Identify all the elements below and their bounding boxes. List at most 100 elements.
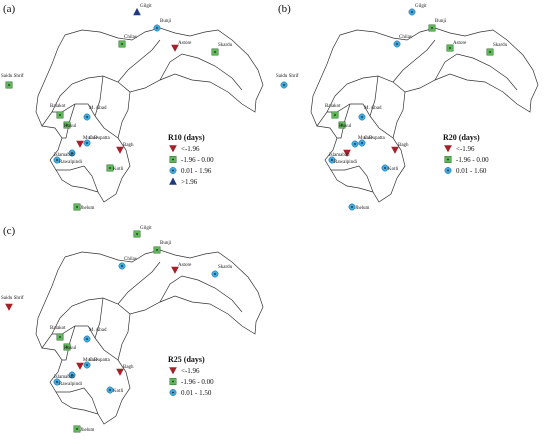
marker-dot	[59, 114, 61, 116]
station-name: Astore	[178, 263, 192, 268]
legend-label: >1.96	[181, 178, 198, 186]
marker-dot	[86, 142, 88, 144]
legend-label: <-1.96	[456, 145, 475, 153]
station-name: Saidu Shrif	[1, 74, 24, 79]
station-name: Gilgit	[140, 4, 152, 9]
up-triangle-marker	[169, 177, 177, 185]
marker-dot	[172, 169, 174, 172]
marker-dot	[66, 124, 68, 126]
legend-label: -1.96 - 0.00	[181, 378, 214, 386]
marker-dot	[384, 167, 386, 169]
marker-dot	[283, 84, 285, 86]
station-name: Skardu	[218, 265, 233, 270]
marker-dot	[8, 84, 10, 86]
station-name: Kotli	[113, 167, 124, 172]
station-name: Skardu	[218, 43, 233, 48]
marker-dot	[156, 249, 158, 251]
station-name: Saidu Shrif	[1, 296, 24, 301]
marker-dot	[109, 167, 111, 169]
marker-dot	[351, 206, 353, 208]
marker-dot	[76, 428, 78, 430]
station-name: M. Abad	[364, 106, 382, 111]
station-name: Islamabad	[54, 375, 75, 380]
marker-dot	[447, 169, 449, 172]
marker-dot	[71, 374, 73, 376]
station-name: Kotli	[388, 167, 399, 172]
station-name: Bagh	[123, 365, 134, 370]
marker-dot	[214, 51, 216, 53]
station-name: Jhelum	[355, 206, 370, 211]
marker-dot	[71, 152, 73, 154]
down-triangle-marker	[171, 266, 179, 274]
station-name: Astore	[453, 41, 467, 46]
marker-dot	[214, 273, 216, 275]
marker-dot	[136, 233, 138, 235]
marker-dot	[396, 43, 398, 45]
station-name: G.Dupatta	[364, 136, 385, 141]
marker-dot	[56, 381, 58, 383]
station-name: M. Abad	[89, 328, 107, 333]
map-panel: (c) Gilgit Bunji Chilas Astore Skardu Saidu Sh…	[1, 225, 264, 433]
legend-label: 0.01 - 1.50	[181, 389, 212, 397]
basin-outline	[35, 249, 264, 425]
marker-dot	[411, 11, 413, 13]
marker-dot	[109, 389, 111, 391]
station-name: Kotli	[113, 389, 124, 394]
marker-dot	[86, 338, 88, 340]
legend-label: -1.96 - 0.00	[456, 156, 489, 164]
legend-label: <-1.96	[181, 145, 200, 153]
panel-label: (c)	[3, 225, 16, 237]
station-name: Rawalpindi	[59, 160, 83, 165]
legend-label: -1.96 - 0.00	[181, 156, 214, 164]
legend-label: <-1.96	[181, 367, 200, 375]
marker-dot	[431, 27, 433, 29]
station-name: Saidu Shrif	[276, 74, 299, 79]
marker-dot	[361, 142, 363, 144]
marker-dot	[56, 159, 58, 161]
basin-outline	[35, 27, 264, 203]
station-name: Skardu	[493, 43, 508, 48]
legend-title: R10 (days)	[168, 133, 205, 142]
basin-outline	[310, 27, 539, 203]
panel-label: (b)	[278, 3, 291, 15]
down-triangle-marker	[169, 367, 177, 375]
station-name: Rawalpindi	[59, 382, 83, 387]
down-triangle-marker	[116, 146, 124, 154]
station-name: Rawalpindi	[334, 160, 358, 165]
station-name: Bagh	[398, 143, 409, 148]
marker-dot	[156, 27, 158, 29]
marker-dot	[86, 364, 88, 366]
marker-dot	[66, 346, 68, 348]
marker-dot	[86, 116, 88, 118]
marker-dot	[489, 51, 491, 53]
marker-dot	[449, 47, 451, 49]
station-name: Bunji	[435, 19, 447, 24]
station-name: Gilgit	[140, 226, 152, 231]
down-triangle-marker	[171, 44, 179, 52]
marker-dot	[172, 158, 174, 161]
station-name: Chilas	[399, 35, 412, 40]
down-triangle-marker	[444, 145, 452, 153]
station-name: Islamabad	[329, 153, 350, 158]
marker-dot	[76, 206, 78, 208]
marker-dot	[331, 159, 333, 161]
down-triangle-marker	[116, 368, 124, 376]
down-triangle-marker	[76, 140, 84, 148]
legend-title: R20 (days)	[443, 133, 480, 142]
station-name: Balakot	[50, 104, 66, 109]
station-name: Murree	[358, 136, 373, 141]
down-triangle-marker	[343, 149, 351, 157]
station-name: Murree	[83, 358, 98, 363]
down-triangle-marker	[76, 362, 84, 370]
station-name: Jhelum	[80, 206, 95, 211]
station-name: Bagh	[123, 143, 134, 148]
station-name: Kakul	[339, 124, 352, 129]
up-triangle-marker	[133, 7, 141, 16]
station-name: G.Dupatta	[89, 358, 110, 363]
map-panel: (b) Gilgit Bunji Chilas Astore Skardu Saidu Sh…	[276, 3, 539, 211]
station-name: Jhelum	[80, 428, 95, 433]
station-name: Bunji	[160, 19, 172, 24]
marker-dot	[121, 265, 123, 267]
station-name: Islamabad	[54, 153, 75, 158]
